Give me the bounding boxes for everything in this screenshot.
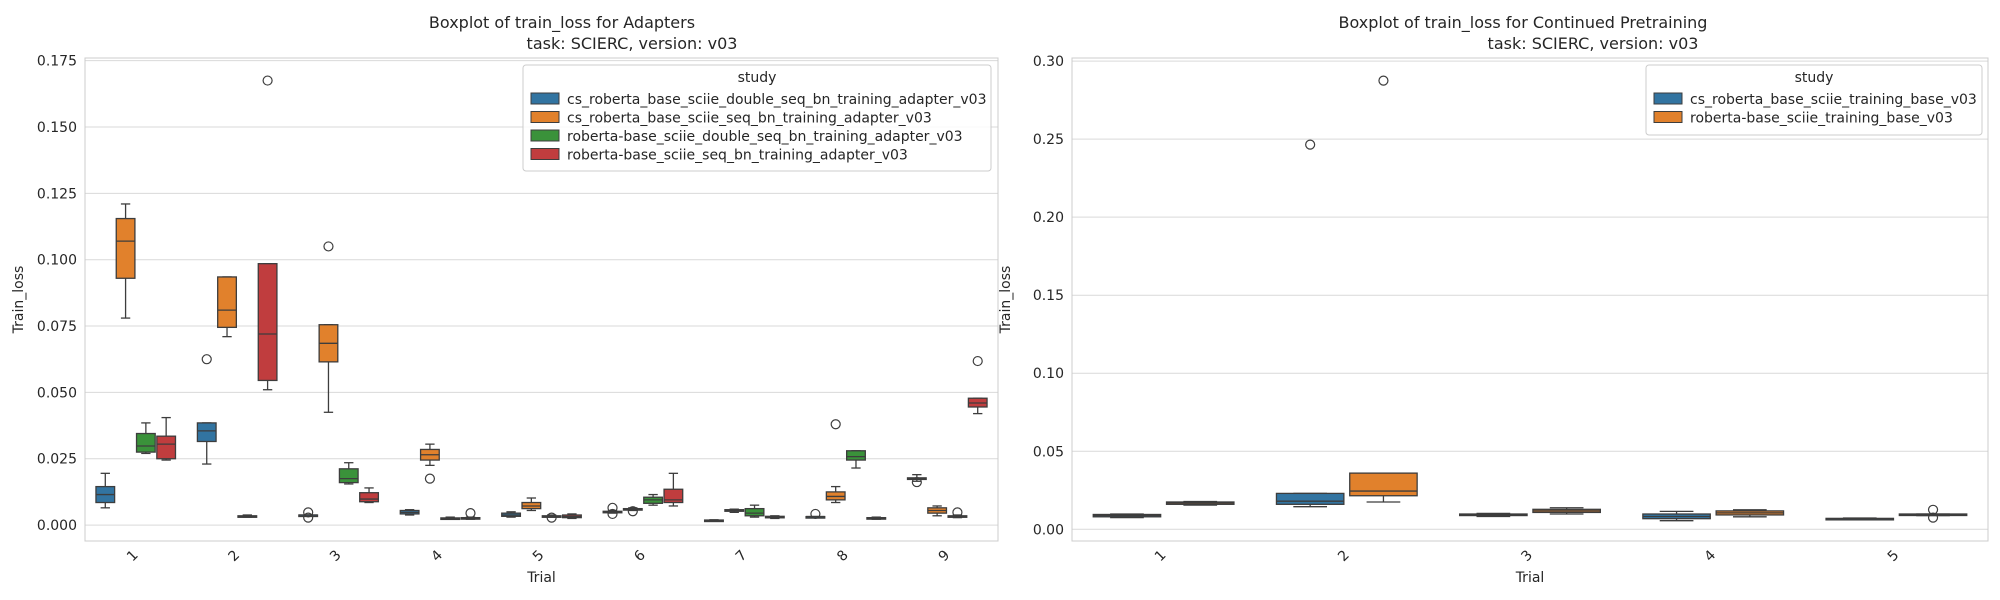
legend-entry-label: roberta-base_sciie_seq_bn_training_adapt… (567, 148, 908, 164)
legend-entry-label: roberta-base_sciie_training_base_v03 (1690, 111, 1953, 127)
legend-entry-label: cs_roberta_base_sciie_seq_bn_training_ad… (567, 111, 932, 127)
legend-swatch (530, 111, 560, 123)
y-tick-label: 0.050 (37, 385, 77, 401)
y-tick-label: 0.175 (37, 54, 77, 70)
outlier-point (303, 507, 314, 518)
box (257, 263, 278, 382)
legend: study cs_roberta_base_sciie_training_base… (1645, 64, 1983, 136)
x-tick-label: 5 (1885, 547, 1903, 565)
outlier-point (424, 473, 436, 484)
chart-subtitle: task: SCIERC, version: v03 (1488, 34, 1699, 53)
outlier-point (607, 508, 618, 520)
y-tick-label: 0.00 (1033, 522, 1064, 538)
legend-swatch (1653, 111, 1683, 123)
outlier-point (303, 512, 314, 523)
outlier-point (911, 476, 922, 488)
y-tick-label: 0.15 (1033, 288, 1064, 304)
outlier-point (465, 508, 476, 519)
y-tick-label: 0.25 (1033, 132, 1064, 148)
x-tick-label: 2 (226, 547, 244, 565)
y-tick-label: 0.000 (37, 518, 77, 534)
legend-title: study (1795, 70, 1834, 86)
x-tick-label: 5 (530, 547, 548, 565)
x-axis-label: Trial (1515, 570, 1545, 586)
box (115, 217, 136, 279)
x-tick-label: 2 (1335, 547, 1353, 565)
outlier-point (1305, 139, 1316, 150)
box (744, 507, 765, 517)
y-tick-label: 0.150 (37, 120, 77, 136)
box (135, 432, 156, 453)
axes-frame (84, 57, 999, 542)
outlier-point (810, 508, 821, 520)
chart-title: Boxplot of train_loss for Continued Pret… (1339, 13, 1708, 33)
outlier-point (323, 241, 334, 252)
legend-box (1645, 64, 1983, 136)
outlier-point (830, 419, 841, 430)
x-tick-label: 7 (733, 547, 751, 565)
y-tick-label: 0.025 (37, 452, 77, 468)
legend-swatch (530, 148, 560, 160)
y-tick-label: 0.20 (1033, 210, 1064, 226)
x-tick-label: 4 (428, 547, 446, 565)
box (359, 492, 380, 503)
x-tick-label: 1 (124, 547, 142, 565)
box (663, 488, 684, 504)
x-tick-label: 1 (1152, 547, 1170, 565)
y-tick-label: 0.125 (37, 186, 77, 202)
chart-title: Boxplot of train_loss for Adapters (429, 13, 695, 33)
x-tick-label: 8 (834, 547, 852, 565)
box (1349, 472, 1418, 497)
outlier-point (1378, 75, 1389, 86)
legend-box (522, 64, 992, 172)
x-axis-label: Trial (526, 570, 556, 586)
outlier-point (1927, 504, 1939, 515)
box (845, 450, 866, 461)
y-axis-label: Train_loss (11, 266, 27, 335)
outlier-point (952, 507, 963, 518)
x-tick-label: 9 (936, 547, 954, 565)
legend-entry-label: cs_roberta_base_sciie_double_seq_bn_trai… (567, 92, 986, 108)
box (338, 468, 359, 484)
outlier-point (201, 354, 212, 365)
adapters-boxplot-panel: 0.000 0.025 0.050 0.075 0.100 0.125 0.150 0.175… (11, 13, 999, 586)
x-tick-label: 3 (1518, 547, 1536, 565)
outlier-point (262, 75, 273, 86)
outlier-point (1927, 512, 1939, 523)
chart-subtitle: task: SCIERC, version: v03 (527, 34, 738, 53)
y-tick-label: 0.075 (37, 319, 77, 335)
box (196, 422, 217, 443)
box (217, 276, 238, 329)
y-tick-label: 0.100 (37, 253, 77, 269)
legend-swatch (530, 92, 560, 105)
plot-area (1072, 58, 1988, 541)
legend-entry-label: roberta-base_sciie_double_seq_bn_trainin… (567, 129, 963, 145)
outlier-point (546, 512, 557, 523)
y-axis-label: Train_loss (998, 266, 1014, 335)
axes-frame (1071, 57, 1989, 542)
box (1275, 492, 1345, 505)
legend-entry-label: cs_roberta_base_sciie_training_base_v03 (1690, 92, 1977, 108)
legend-title: study (738, 70, 777, 86)
y-tick-label: 0.30 (1033, 54, 1064, 70)
x-tick-label: 3 (327, 547, 345, 565)
legend: study cs_roberta_base_sciie_double_seq_bn… (522, 64, 992, 172)
x-tick-label: 4 (1702, 547, 1720, 565)
outlier-point (972, 355, 983, 367)
x-tick-label: 6 (631, 547, 649, 565)
continued-pretraining-boxplot-panel: 0.00 0.05 0.10 0.15 0.20 0.25 0.30 1 2 3 4 5 Boxplot… (998, 13, 1989, 586)
legend-swatch (1653, 92, 1683, 105)
legend-swatch (530, 129, 560, 142)
box (156, 435, 177, 460)
outlier-point (627, 506, 638, 517)
y-tick-label: 0.10 (1033, 366, 1064, 382)
outlier-point (607, 502, 618, 513)
y-tick-label: 0.05 (1033, 444, 1064, 460)
